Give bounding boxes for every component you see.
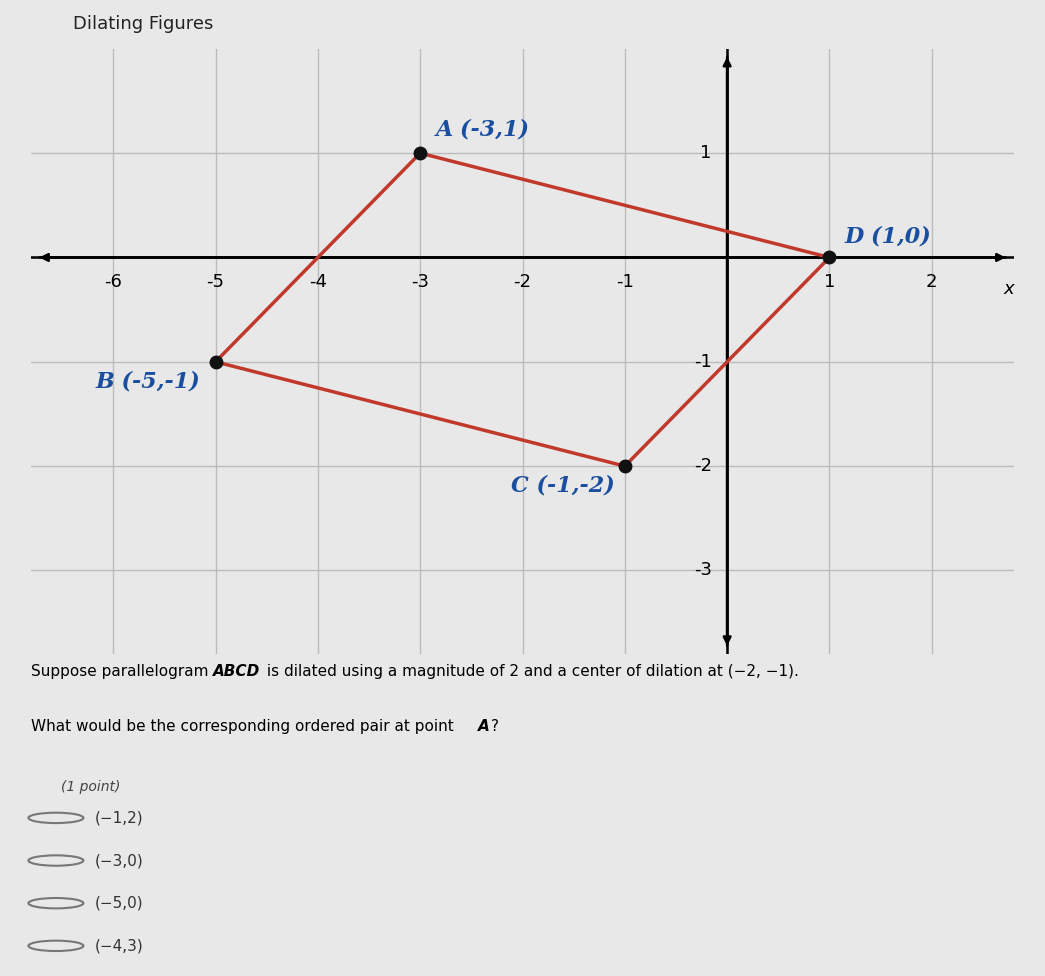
Text: D (1,0): D (1,0) (844, 225, 931, 247)
Text: -6: -6 (104, 273, 122, 291)
Text: 1: 1 (823, 273, 835, 291)
Text: A: A (479, 718, 490, 734)
Text: C (-1,-2): C (-1,-2) (511, 474, 614, 497)
Text: (−4,3): (−4,3) (95, 938, 144, 954)
Text: (1 point): (1 point) (61, 780, 120, 793)
Text: B (-5,-1): B (-5,-1) (95, 370, 201, 392)
Text: 2: 2 (926, 273, 937, 291)
Text: is dilated using a magnitude of 2 and a center of dilation at (−2, −1).: is dilated using a magnitude of 2 and a … (262, 664, 799, 678)
Text: A (-3,1): A (-3,1) (436, 119, 530, 141)
Text: (−3,0): (−3,0) (95, 853, 144, 868)
Text: -5: -5 (207, 273, 225, 291)
Text: -3: -3 (694, 561, 712, 580)
Text: 1: 1 (700, 144, 712, 162)
Text: Suppose parallelogram: Suppose parallelogram (31, 664, 214, 678)
Text: (−1,2): (−1,2) (95, 810, 144, 826)
Text: -1: -1 (694, 352, 712, 371)
Text: x: x (1003, 280, 1014, 299)
Text: (−5,0): (−5,0) (95, 896, 144, 911)
Text: Dilating Figures: Dilating Figures (73, 15, 213, 32)
Text: -2: -2 (694, 457, 712, 475)
Text: -4: -4 (309, 273, 327, 291)
Text: -3: -3 (411, 273, 429, 291)
Text: ?: ? (491, 718, 500, 734)
Text: -2: -2 (513, 273, 532, 291)
Text: What would be the corresponding ordered pair at point: What would be the corresponding ordered … (31, 718, 459, 734)
Text: -1: -1 (616, 273, 633, 291)
Text: ABCD: ABCD (213, 664, 260, 678)
